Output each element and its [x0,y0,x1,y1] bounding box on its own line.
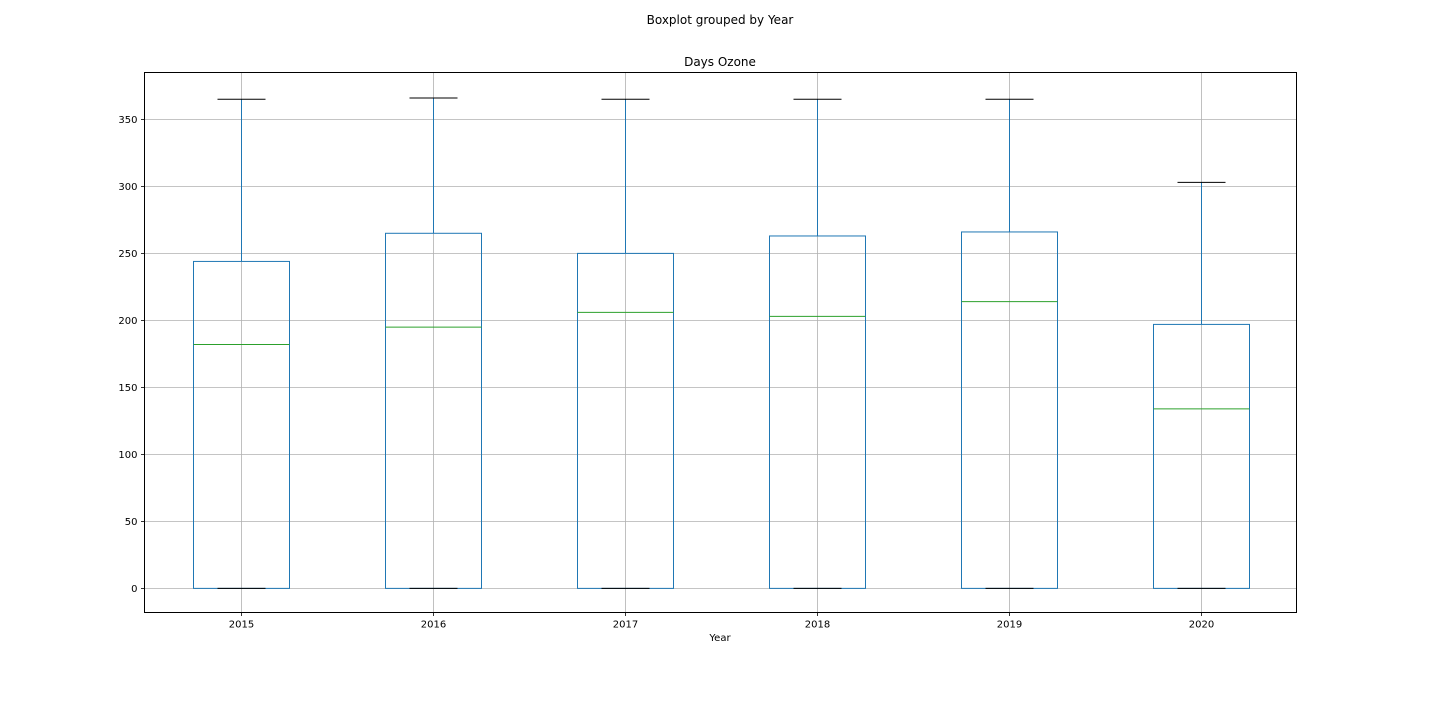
y-tick-label: 350 [118,115,137,126]
y-tick-label: 150 [118,383,137,394]
box-2019 [961,98,1058,589]
y-tick-label: 300 [118,182,137,193]
box-2016 [385,97,482,589]
y-tick-label: 100 [118,450,137,461]
y-tick-label: 50 [125,517,138,528]
y-tick-label: 250 [118,249,137,260]
x-tick-label: 2015 [229,620,254,631]
y-tick-label: 0 [131,584,137,595]
plot-frame [144,72,1297,613]
x-tick-label: 2020 [1189,620,1214,631]
x-tick-label: 2018 [805,620,830,631]
axes-title: Days Ozone [684,55,756,69]
grid-layer [144,72,1297,613]
tick-layer: 0 50 100 150 200 250 300 350 2015 2016 2017 2018 201… [118,115,1214,631]
x-tick-label: 2016 [421,620,446,631]
box-2020 [1153,181,1250,589]
box-2017 [577,98,674,589]
x-tick-label: 2017 [613,620,638,631]
x-tick-label: 2019 [997,620,1022,631]
x-axis-label: Year [708,633,731,644]
box-layer [193,97,1250,589]
box-2018 [769,98,866,589]
figure-suptitle: Boxplot grouped by Year [647,13,794,27]
box-2015 [193,98,290,589]
y-tick-label: 200 [118,316,137,327]
